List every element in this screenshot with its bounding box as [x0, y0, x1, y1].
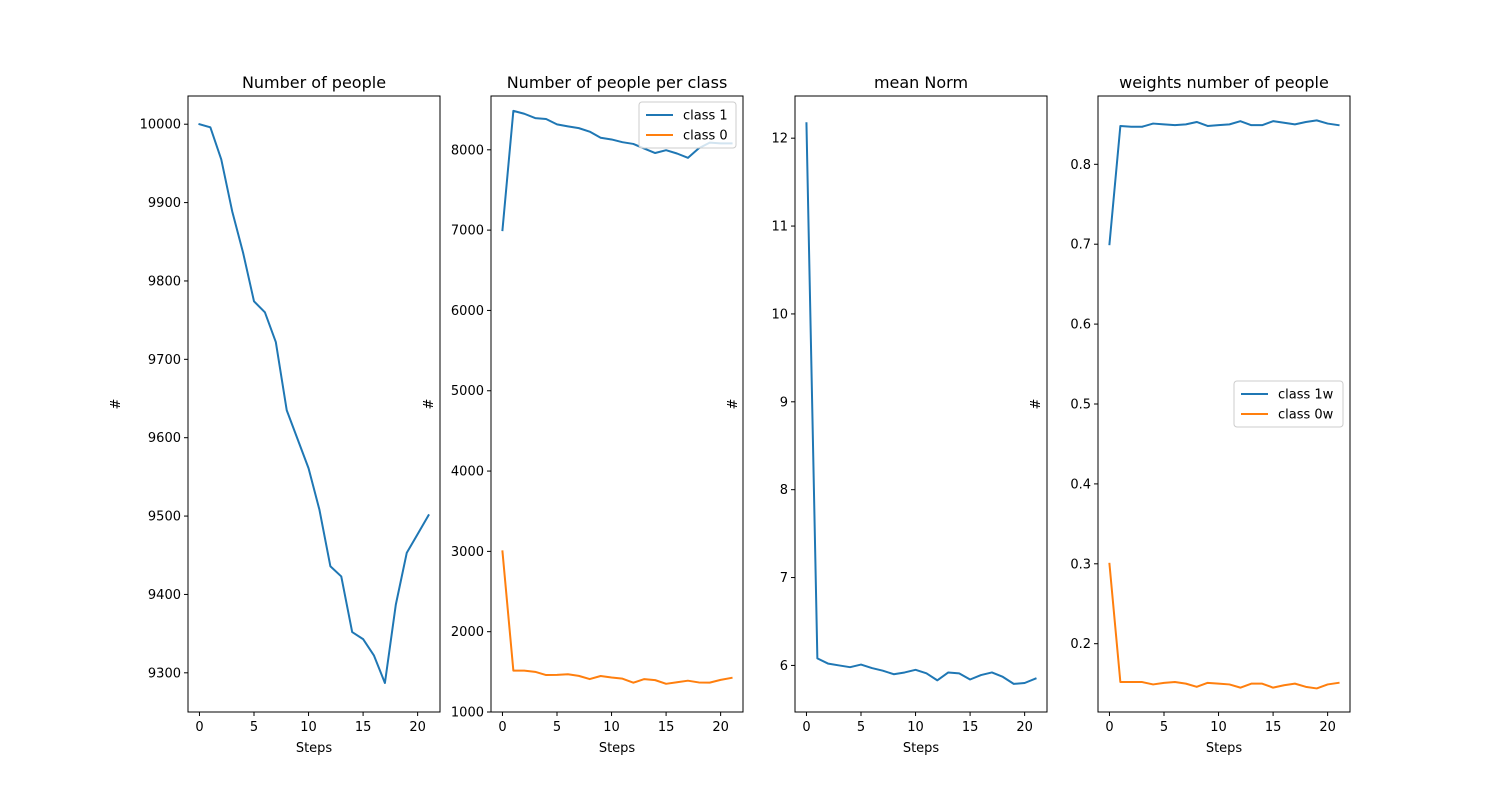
- y-tick-label: 10000: [140, 118, 181, 133]
- y-tick-label: 9400: [148, 588, 181, 603]
- x-axis-label: Steps: [903, 741, 940, 756]
- series-line-class-1w: [1108, 119, 1340, 246]
- x-tick-label: 0: [1105, 720, 1113, 735]
- y-tick-label: 5000: [451, 384, 484, 399]
- x-tick-label: 5: [553, 720, 561, 735]
- y-tick-label: 9900: [148, 196, 181, 211]
- x-tick-label: 20: [1319, 720, 1336, 735]
- x-tick-label: 0: [498, 720, 506, 735]
- y-tick-label: 7: [780, 571, 788, 586]
- legend-label: class 1: [683, 109, 728, 124]
- chart-title: mean Norm: [874, 73, 968, 92]
- x-tick-label: 10: [603, 720, 620, 735]
- series-line-class-0w: [1108, 562, 1340, 690]
- x-tick-label: 20: [712, 720, 729, 735]
- chart-title: weights number of people: [1119, 73, 1329, 92]
- x-axis-label: Steps: [599, 741, 636, 756]
- y-tick-label: 10: [771, 307, 788, 322]
- chart-title: Number of people: [242, 73, 386, 92]
- legend: class 1 class 0: [638, 101, 737, 149]
- y-tick-label: 9800: [148, 274, 181, 289]
- axes-frame: [794, 95, 1048, 713]
- y-tick-label: 0.8: [1070, 158, 1091, 173]
- y-tick-label: 0.2: [1070, 637, 1091, 652]
- y-tick-label: 11: [771, 220, 788, 235]
- x-tick-label: 15: [658, 720, 675, 735]
- x-tick-label: 15: [1265, 720, 1282, 735]
- y-tick-label: 9600: [148, 431, 181, 446]
- y-tick-label: 12: [771, 132, 788, 147]
- legend-label: class 1w: [1278, 388, 1334, 403]
- chart-panel-1: Number of people 0 5 10 15 20 9300 9400 9500 9600…: [109, 73, 441, 756]
- y-tick-label: 9: [780, 395, 788, 410]
- x-tick-label: 0: [195, 720, 203, 735]
- y-axis-label: #: [1029, 399, 1044, 410]
- y-axis-label: #: [422, 399, 437, 410]
- y-tick-label: 0.4: [1070, 477, 1091, 492]
- y-tick-label: 6000: [451, 304, 484, 319]
- y-tick-label: 9500: [148, 510, 181, 525]
- y-tick-label: 3000: [451, 545, 484, 560]
- y-tick-label: 2000: [451, 625, 484, 640]
- chart-panel-2: Number of people per class 0 5 10 15 20 1000 20…: [422, 73, 744, 756]
- y-tick-label: 8000: [451, 143, 484, 158]
- x-tick-label: 5: [250, 720, 258, 735]
- y-tick-label: 1000: [451, 706, 484, 721]
- axes-frame: [187, 95, 441, 713]
- chart-panel-3: mean Norm 0 5 10 15 20 6 7 8 9 10 11 12 Steps #: [726, 73, 1048, 756]
- legend: class 1w class 0w: [1233, 380, 1344, 428]
- chart-panel-4: weights number of people 0 5 10 15 20 0.2 0.3 0.…: [1029, 73, 1351, 756]
- y-tick-label: 9700: [148, 353, 181, 368]
- series-line-main: [198, 122, 430, 684]
- x-tick-label: 20: [1016, 720, 1033, 735]
- y-axis-label: #: [726, 399, 741, 410]
- y-tick-label: 6: [780, 659, 788, 674]
- x-tick-label: 10: [1210, 720, 1227, 735]
- legend-label: class 0: [683, 129, 728, 144]
- x-tick-label: 0: [802, 720, 810, 735]
- legend-label: class 0w: [1278, 408, 1334, 423]
- y-tick-label: 4000: [451, 465, 484, 480]
- y-tick-label: 9300: [148, 666, 181, 681]
- y-axis-label: #: [109, 399, 124, 410]
- x-tick-label: 10: [907, 720, 924, 735]
- y-tick-label: 0.5: [1070, 398, 1091, 413]
- y-tick-label: 0.6: [1070, 318, 1091, 333]
- x-axis-label: Steps: [296, 741, 333, 756]
- y-tick-label: 8: [780, 483, 788, 498]
- legend-box: [638, 101, 737, 149]
- axes-frame: [490, 95, 744, 713]
- x-tick-label: 5: [1160, 720, 1168, 735]
- legend-box: [1233, 380, 1344, 428]
- x-tick-label: 5: [857, 720, 865, 735]
- series-line-class-0: [501, 550, 733, 685]
- y-tick-label: 7000: [451, 224, 484, 239]
- x-tick-label: 10: [300, 720, 317, 735]
- x-tick-label: 20: [409, 720, 426, 735]
- series-line-main: [805, 122, 1037, 685]
- series-line-class-1: [501, 109, 733, 232]
- chart-title: Number of people per class: [507, 73, 728, 92]
- x-tick-label: 15: [355, 720, 372, 735]
- y-tick-label: 0.3: [1070, 557, 1091, 572]
- y-tick-label: 0.7: [1070, 238, 1091, 253]
- x-axis-label: Steps: [1206, 741, 1243, 756]
- x-tick-label: 15: [962, 720, 979, 735]
